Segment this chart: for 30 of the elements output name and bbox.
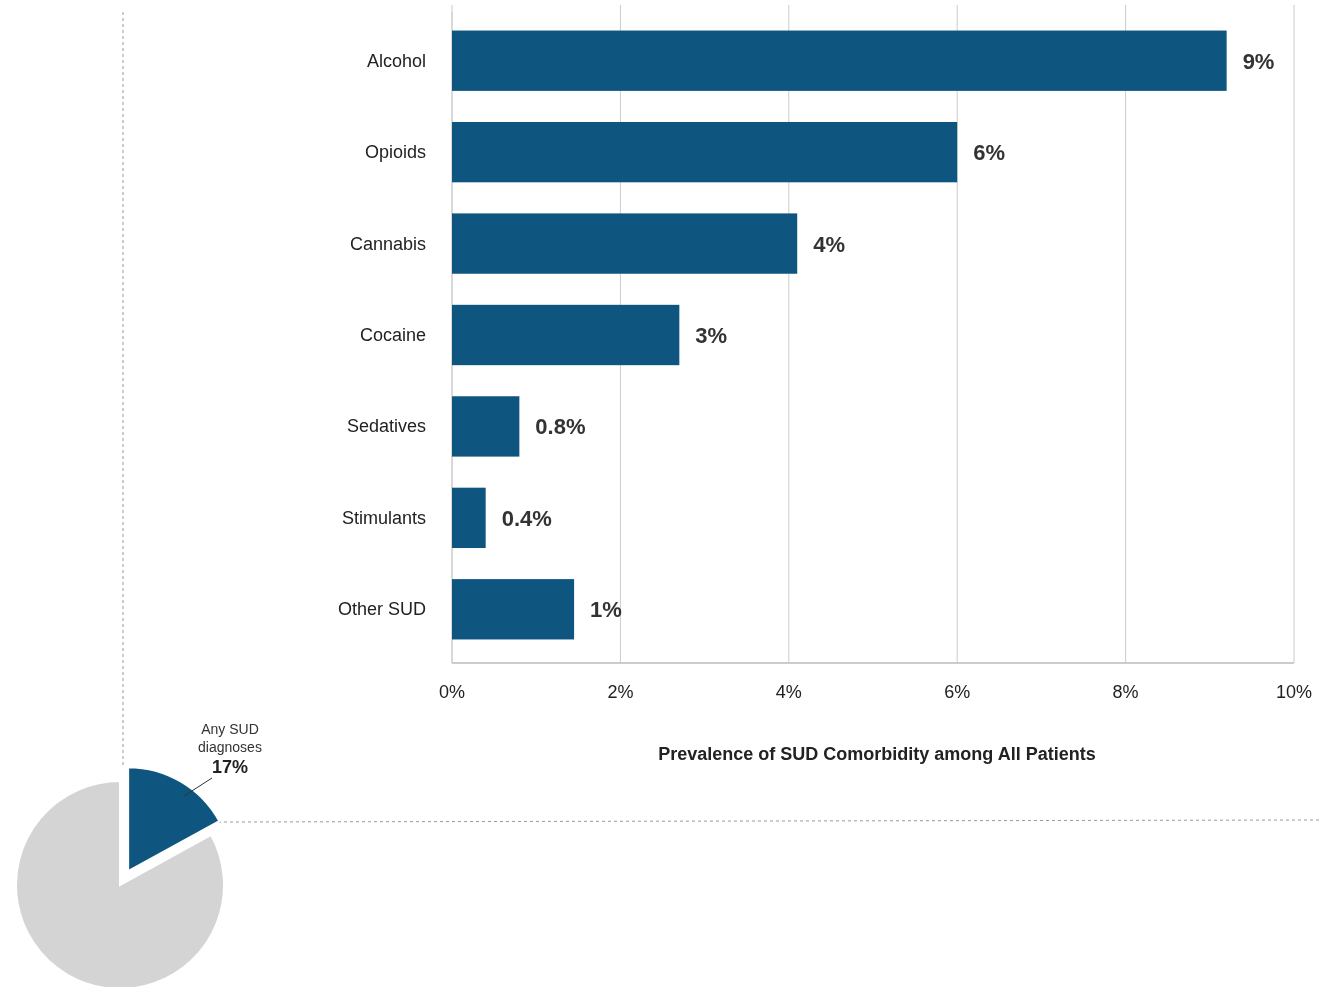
bar xyxy=(452,213,798,274)
bar xyxy=(452,579,575,640)
x-tick-label: 0% xyxy=(438,682,466,702)
y-tick-label: Cannabis xyxy=(349,233,426,254)
bar xyxy=(452,30,1227,91)
data-label: 9% xyxy=(1242,48,1275,74)
data-label: 3% xyxy=(695,323,728,348)
data-label: 0.4% xyxy=(501,505,552,531)
bar xyxy=(452,396,520,457)
slice-label: Any SUD diagnoses xyxy=(198,721,262,755)
y-tick-label: Sedatives xyxy=(346,416,426,437)
y-tick-label: Stimulants xyxy=(341,507,426,528)
data-label: 6% xyxy=(973,140,1005,166)
data-label: 17% xyxy=(211,757,249,777)
data-label: 0.8% xyxy=(535,414,586,440)
x-axis-title: Prevalence of SUD Comorbidity among All Patients xyxy=(658,744,1096,764)
x-tick-label: 8% xyxy=(1112,682,1139,702)
bar xyxy=(452,121,958,183)
bar xyxy=(452,487,486,549)
y-tick-label: Other SUD xyxy=(337,599,426,620)
data-label: 4% xyxy=(813,231,846,257)
y-tick-label: Opioids xyxy=(364,142,426,163)
x-tick-label: 6% xyxy=(944,682,971,702)
x-tick-label: 4% xyxy=(775,682,802,702)
bar xyxy=(452,304,680,366)
data-label: 1% xyxy=(590,597,622,623)
x-tick-label: 2% xyxy=(607,682,634,702)
x-tick-label: 10% xyxy=(1275,682,1313,702)
y-tick-label: Alcohol xyxy=(366,50,426,71)
y-tick-label: Cocaine xyxy=(359,325,426,345)
